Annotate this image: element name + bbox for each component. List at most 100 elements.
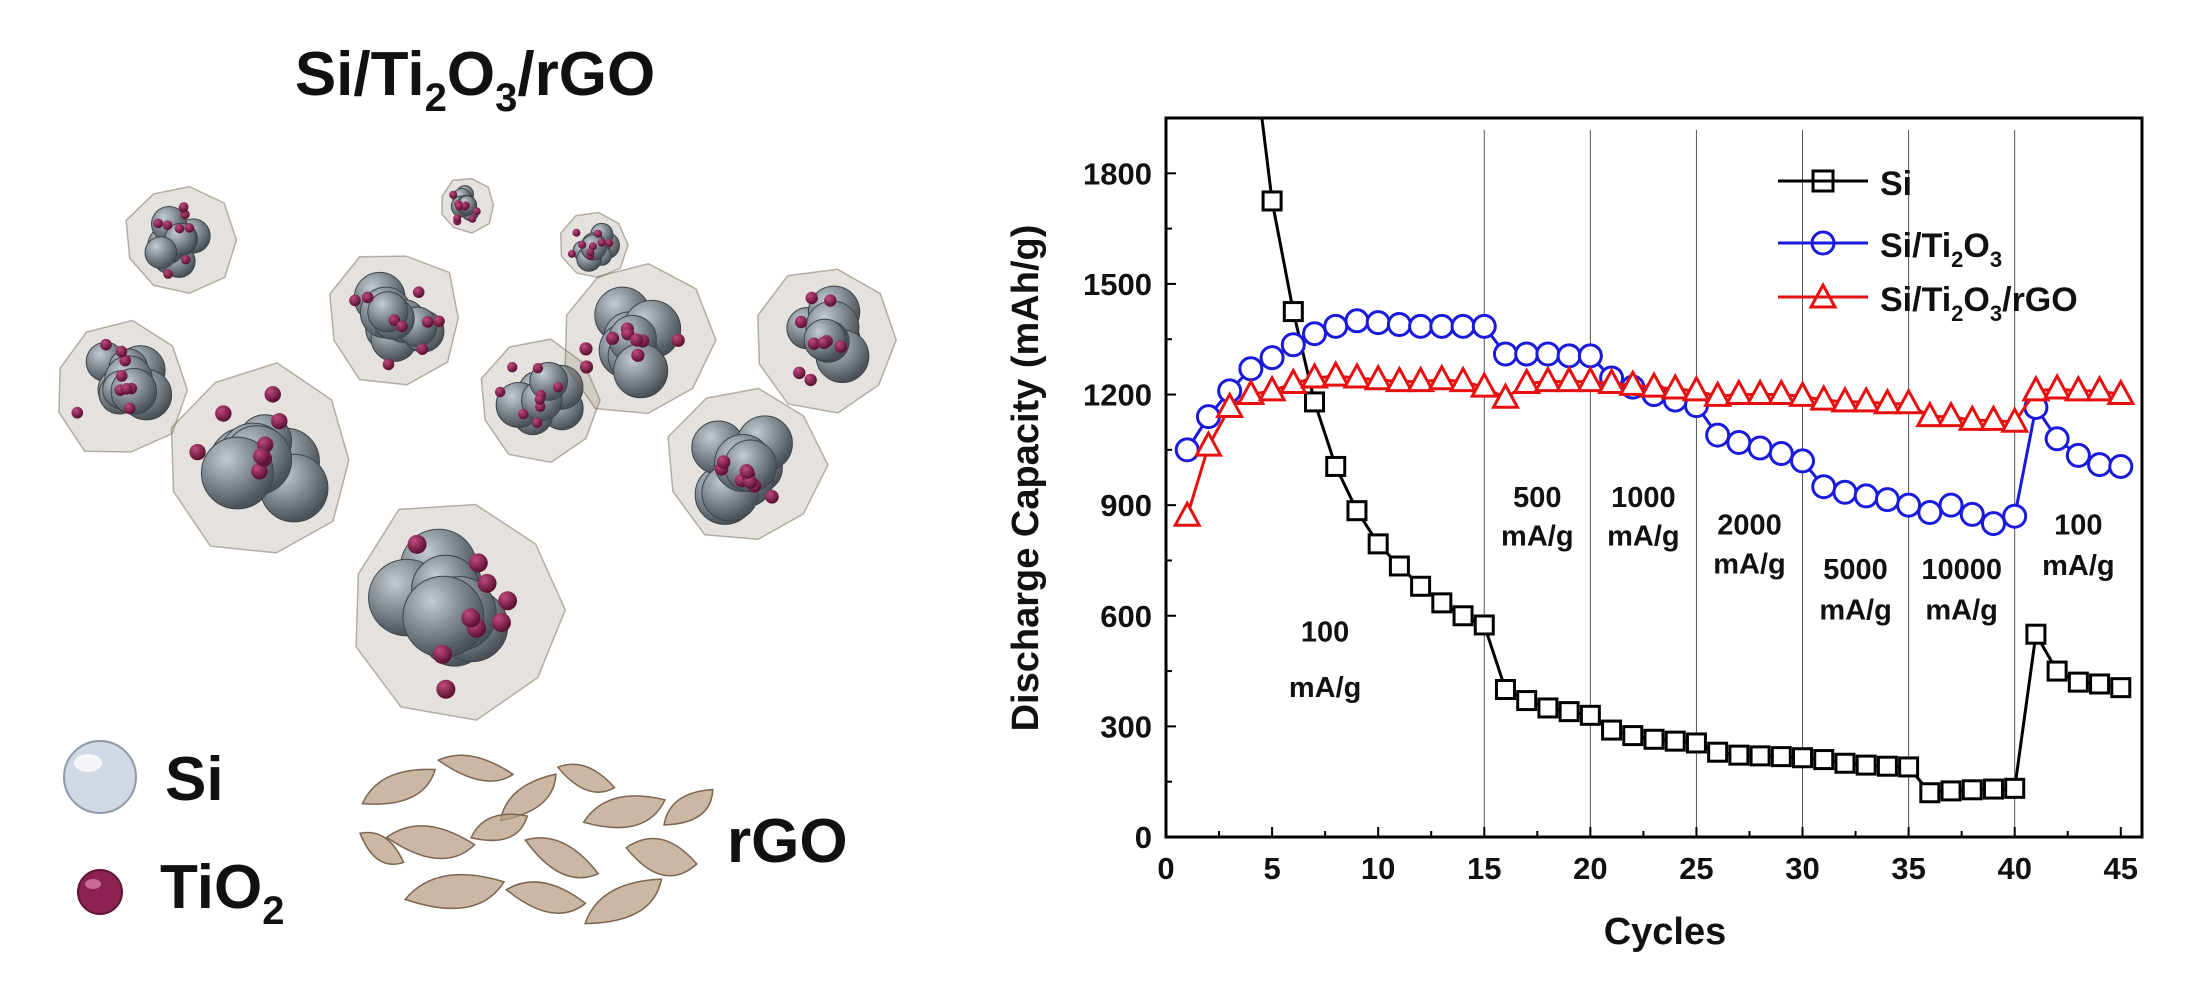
data-point-circle (1429, 313, 1455, 339)
tio2-sphere (498, 591, 518, 611)
tio2-sphere (572, 228, 581, 237)
data-point-triangle (1533, 365, 1563, 393)
tio2-sphere (421, 316, 434, 328)
tio2-sphere (71, 406, 84, 419)
data-point-circle (1874, 487, 1900, 513)
data-point-square (1898, 756, 1920, 778)
data-point-square (1643, 728, 1665, 750)
tio2-sphere (605, 331, 620, 345)
data-point-circle (1980, 511, 2006, 537)
rate-label: 1000 (1611, 482, 1676, 514)
data-point-square (1664, 730, 1686, 752)
tio2-sphere (588, 242, 597, 251)
tio2-sphere (180, 254, 191, 265)
y-tick-label: 900 (1100, 488, 1152, 523)
data-point-square (1346, 500, 1368, 522)
tio2-sphere (494, 386, 506, 398)
data-point-square (1728, 744, 1750, 766)
tio2-sphere (531, 417, 543, 429)
data-point-circle (1726, 429, 1752, 455)
data-point-triangle (2085, 374, 2115, 402)
data-point-square (1452, 605, 1474, 627)
legend-item-si-ti2o3: Si/Ti2O3 (1778, 227, 2002, 272)
data-point-triangle (1427, 363, 1457, 391)
data-point-triangle (2106, 378, 2136, 406)
tio2-sphere (436, 679, 456, 699)
tio2-sphere (468, 214, 477, 223)
composite-particle (355, 503, 567, 721)
data-point-square (1431, 592, 1453, 614)
data-point-triangle (2063, 374, 2093, 402)
data-point-triangle (1363, 363, 1393, 391)
y-tick-label: 0 (1135, 820, 1152, 855)
composite-particle (58, 319, 189, 453)
tio2-sphere (433, 315, 445, 328)
tio2-sphere (120, 382, 133, 395)
data-point-triangle (2042, 372, 2072, 400)
tio2-sphere (115, 370, 128, 382)
data-point-triangle (1469, 371, 1499, 398)
tio2-sphere (631, 348, 645, 362)
tio2-sphere (189, 443, 206, 461)
data-point-triangle (1936, 400, 1966, 428)
tio2-sphere (468, 553, 488, 573)
data-point-circle (1492, 341, 1518, 367)
tio2-sphere (119, 354, 131, 367)
data-point-triangle (1703, 380, 1733, 407)
data-point-triangle (1766, 378, 1796, 406)
composite-particle (170, 361, 350, 554)
data-point-circle (1365, 310, 1391, 336)
rate-label: mA/g (1289, 672, 1362, 704)
data-point-circle (2087, 452, 2113, 478)
data-point-triangle (1978, 404, 2009, 431)
composite-particle (328, 255, 460, 386)
tio2-sphere (115, 345, 128, 358)
data-point-square (1940, 780, 1962, 802)
series-si-ti2o3-rgo (1172, 359, 2136, 527)
data-point-square (1494, 679, 1516, 701)
tio2-sphere (534, 394, 545, 405)
rate-label: 10000 (1921, 554, 2002, 586)
data-point-square (1325, 455, 1347, 477)
tio2-sphere (586, 248, 595, 257)
tio2-sphere (765, 489, 779, 504)
tio2-sphere (793, 366, 806, 380)
data-point-circle (1896, 492, 1922, 518)
legend: Si Si/Ti2O3 Si/Ti2O3/rGO (1778, 165, 2078, 326)
data-point-square (1410, 575, 1432, 597)
rate-dividers (1483, 130, 2016, 837)
data-point-square (1516, 690, 1538, 712)
rgo-flake (505, 881, 587, 914)
data-point-circle (1302, 321, 1328, 347)
rate-label: 100 (2054, 510, 2102, 542)
x-tick-label: 0 (1157, 851, 1174, 886)
tio2-sphere (740, 465, 755, 479)
si-sphere (144, 236, 178, 269)
data-point-square (1982, 778, 2004, 800)
data-point-circle (1323, 313, 1349, 339)
data-point-triangle (1236, 378, 1266, 406)
data-point-triangle (1384, 365, 1414, 393)
data-point-triangle (1894, 387, 1924, 415)
data-point-triangle (1215, 391, 1245, 418)
rgo-flake (436, 754, 515, 782)
tio2-sphere (100, 338, 112, 351)
tio2-sphere (804, 373, 817, 387)
data-point-square (1855, 754, 1877, 776)
data-point-circle (1450, 313, 1476, 339)
data-point-triangle (2021, 374, 2051, 402)
data-point-circle (1811, 474, 1837, 500)
rate-label: 100 (1301, 617, 1349, 649)
tio2-sphere (123, 402, 136, 415)
tio2-sphere (579, 342, 593, 356)
data-point-circle (1344, 308, 1370, 334)
data-point-triangle (1406, 365, 1436, 393)
data-point-circle (1514, 341, 1540, 367)
data-point-circle (1917, 500, 1943, 526)
data-point-circle (1238, 356, 1264, 382)
rgo-flake (499, 773, 557, 822)
illustration-panel: Si/Ti2O3/rGO Si TiO2 rGO (58, 40, 897, 933)
legend-label-si-ti2o3-rgo: Si/Ti2O3/rGO (1880, 281, 2078, 326)
